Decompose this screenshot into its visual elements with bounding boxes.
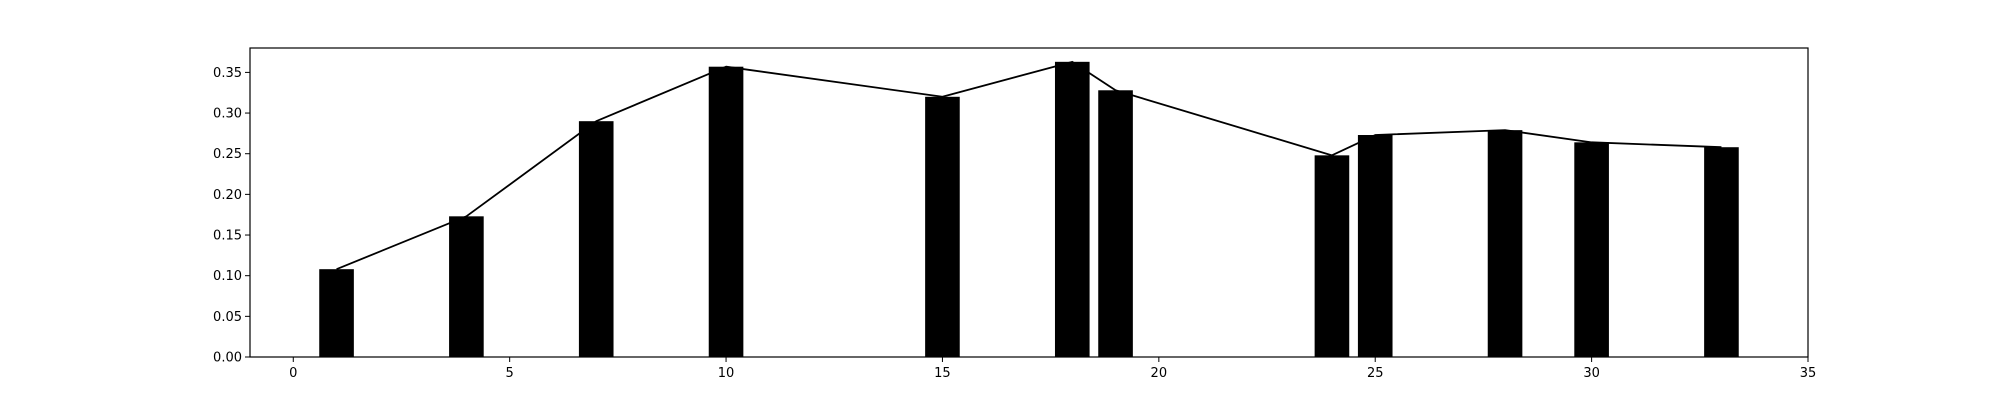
trend-line-layer <box>336 60 1722 271</box>
bar-4 <box>925 96 960 357</box>
bar-8 <box>1357 135 1393 357</box>
bar-2 <box>578 121 614 358</box>
bar-7 <box>1314 155 1350 357</box>
x-axis: 0 5 10 15 20 25 30 35 <box>289 357 1816 381</box>
bar-9 <box>1487 130 1523 357</box>
x-tick-label-1: 5 <box>506 366 514 381</box>
y-tick-label-0: 0.00 <box>213 351 242 366</box>
bar-0 <box>319 269 354 357</box>
trend-line <box>336 60 1722 271</box>
plot-area-frame <box>249 47 1809 358</box>
x-tick-label-2: 10 <box>718 366 735 381</box>
bars <box>319 61 1739 358</box>
y-tick-label-3: 0.15 <box>213 229 242 244</box>
bar-11 <box>1704 147 1739 357</box>
y-tick-label-6: 0.30 <box>213 107 242 122</box>
x-tick-label-4: 20 <box>1151 366 1168 381</box>
y-tick-label-4: 0.20 <box>213 188 242 203</box>
y-tick-label-7: 0.35 <box>213 66 242 81</box>
y-axis: 0.00 0.05 0.10 0.15 0.20 0.25 0.30 0.35 <box>213 66 250 366</box>
x-tick-label-6: 30 <box>1583 366 1600 381</box>
x-tick-label-0: 0 <box>289 366 297 381</box>
y-tick-label-1: 0.05 <box>213 310 242 325</box>
bar-10 <box>1574 142 1609 357</box>
y-tick-label-5: 0.25 <box>213 147 242 162</box>
bar-1 <box>449 216 484 357</box>
bar-5 <box>1054 61 1090 357</box>
x-tick-label-3: 15 <box>934 366 951 381</box>
bar-6 <box>1098 90 1133 357</box>
x-tick-label-5: 25 <box>1367 366 1384 381</box>
x-tick-label-7: 35 <box>1800 366 1817 381</box>
y-tick-label-2: 0.10 <box>213 269 242 284</box>
bar-3 <box>708 66 744 357</box>
